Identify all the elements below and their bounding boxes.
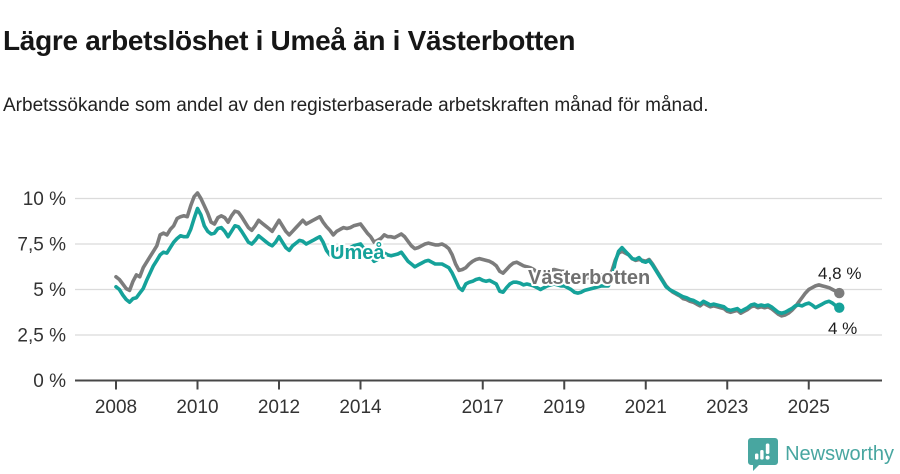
y-axis-tick-label: 7,5 % [17, 235, 66, 256]
series-label-vasterbotten: Västerbotten [528, 267, 650, 289]
logo-bar-small [755, 453, 759, 460]
x-axis-tick-label: 2017 [462, 397, 504, 418]
series-label-umea: Umeå [330, 241, 385, 264]
line-chart: 10 % 7,5 % 5 % 2,5 % 0 % 2008 2010 2012 2014 2017… [17, 189, 882, 418]
x-axis-tick-label: 2023 [706, 397, 748, 418]
logo-exclamation-bar [765, 443, 770, 454]
y-axis-tick-label: 10 % [23, 189, 66, 210]
y-axis-tick-label: 2,5 % [17, 326, 66, 347]
logo-exclamation-dot [765, 455, 770, 460]
x-axis-tick-label: 2021 [625, 397, 667, 418]
x-axis-tick-label: 2014 [339, 397, 382, 418]
grid-layer [75, 197, 882, 336]
x-axis-tick-label: 2010 [176, 397, 218, 418]
logo-bar-tall [760, 450, 764, 460]
newsworthy-logo-icon [748, 438, 779, 471]
x-axis-tick-label: 2008 [95, 397, 137, 418]
newsworthy-logo: Newsworthy [748, 438, 894, 471]
end-point-vasterbotten [834, 287, 845, 299]
y-axis-tick-label: 0 % [33, 371, 66, 392]
newsworthy-logo-text: Newsworthy [785, 443, 894, 465]
x-axis-tick-label: 2025 [788, 397, 830, 418]
series-line-vasterbotten [114, 191, 842, 318]
page-subtitle: Arbetssökande som andel av den registerb… [3, 95, 709, 116]
end-value-label-vasterbotten: 4,8 % [818, 264, 861, 283]
page-title: Lägre arbetslöshet i Umeå än i Västerbot… [3, 24, 576, 56]
axis-layer: 10 % 7,5 % 5 % 2,5 % 0 % 2008 2010 2012 2014 2017… [17, 189, 882, 418]
end-value-label-umea: 4 % [828, 319, 857, 338]
series-line-umea [114, 206, 842, 316]
end-point-umea [834, 302, 845, 313]
x-axis-tick-label: 2012 [258, 397, 300, 418]
y-axis-tick-label: 5 % [33, 280, 66, 301]
x-axis-tick-label: 2019 [543, 397, 585, 418]
